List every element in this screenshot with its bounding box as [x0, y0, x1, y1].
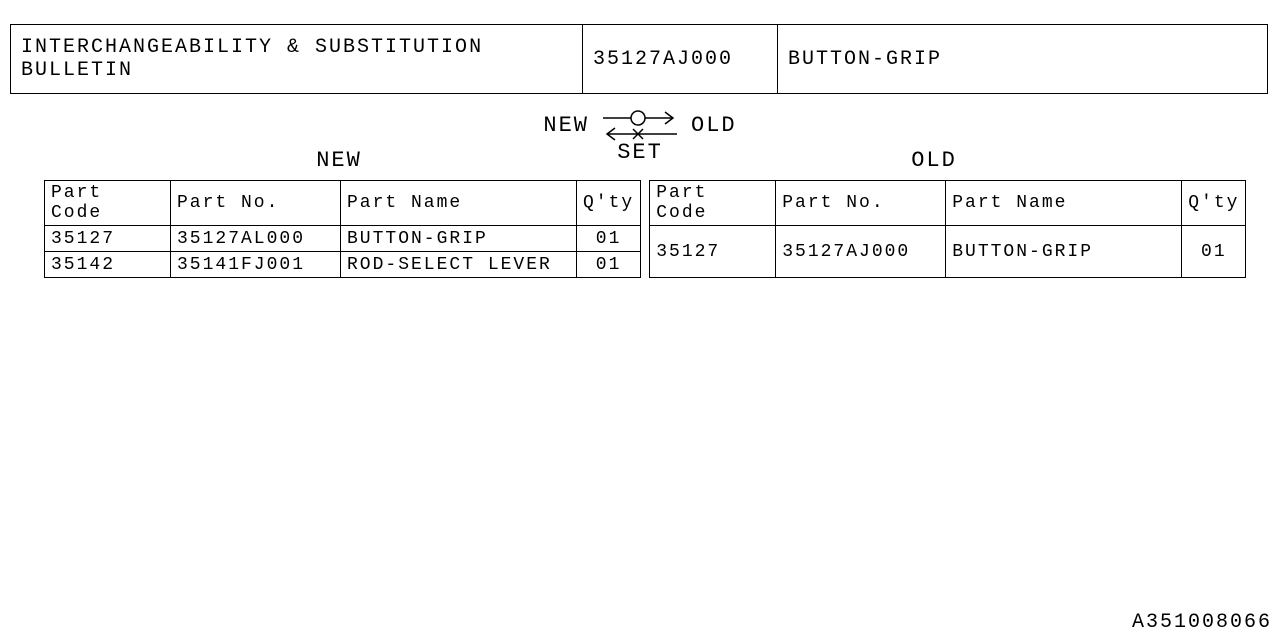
tables-container: Part Code Part No. Part Name Q'ty 35127 …: [44, 180, 1246, 278]
col-header-qty: Q'ty: [577, 181, 641, 226]
cell-no: 35141FJ001: [171, 252, 341, 278]
cell-code: 35127: [650, 226, 776, 278]
table-row: 35127 35127AL000 BUTTON-GRIP 01: [45, 226, 641, 252]
cell-no: 35127AJ000: [776, 226, 946, 278]
interchange-arrows-icon: [595, 108, 685, 142]
cell-qty: 01: [1182, 226, 1246, 278]
col-header-code: Part Code: [650, 181, 776, 226]
cell-code: 35127: [45, 226, 171, 252]
col-header-qty: Q'ty: [1182, 181, 1246, 226]
section-titles: NEW OLD: [44, 148, 1234, 173]
col-header-code: Part Code: [45, 181, 171, 226]
col-header-name: Part Name: [341, 181, 577, 226]
section-title-new: NEW: [44, 148, 634, 173]
table-header-row: Part Code Part No. Part Name Q'ty: [650, 181, 1246, 226]
col-header-no: Part No.: [776, 181, 946, 226]
cell-name: ROD-SELECT LEVER: [341, 252, 577, 278]
old-parts-table: Part Code Part No. Part Name Q'ty 35127 …: [649, 180, 1246, 278]
cell-no: 35127AL000: [171, 226, 341, 252]
document-id: A351008066: [1132, 611, 1272, 634]
cell-name: BUTTON-GRIP: [341, 226, 577, 252]
table-row: 35127 35127AJ000 BUTTON-GRIP 01: [650, 226, 1246, 278]
header-part-no: 35127AJ000: [583, 25, 778, 93]
table-row: 35142 35141FJ001 ROD-SELECT LEVER 01: [45, 252, 641, 278]
section-title-old: OLD: [634, 148, 1234, 173]
header-box: INTERCHANGEABILITY & SUBSTITUTION BULLET…: [10, 24, 1268, 94]
col-header-no: Part No.: [171, 181, 341, 226]
cell-qty: 01: [577, 226, 641, 252]
cell-qty: 01: [577, 252, 641, 278]
table-header-row: Part Code Part No. Part Name Q'ty: [45, 181, 641, 226]
legend-old: OLD: [691, 113, 737, 138]
cell-code: 35142: [45, 252, 171, 278]
col-header-name: Part Name: [946, 181, 1182, 226]
cell-name: BUTTON-GRIP: [946, 226, 1182, 278]
header-title: INTERCHANGEABILITY & SUBSTITUTION BULLET…: [11, 25, 583, 93]
header-part-name: BUTTON-GRIP: [778, 25, 1267, 93]
new-parts-table: Part Code Part No. Part Name Q'ty 35127 …: [44, 180, 641, 278]
legend-new: NEW: [543, 113, 589, 138]
